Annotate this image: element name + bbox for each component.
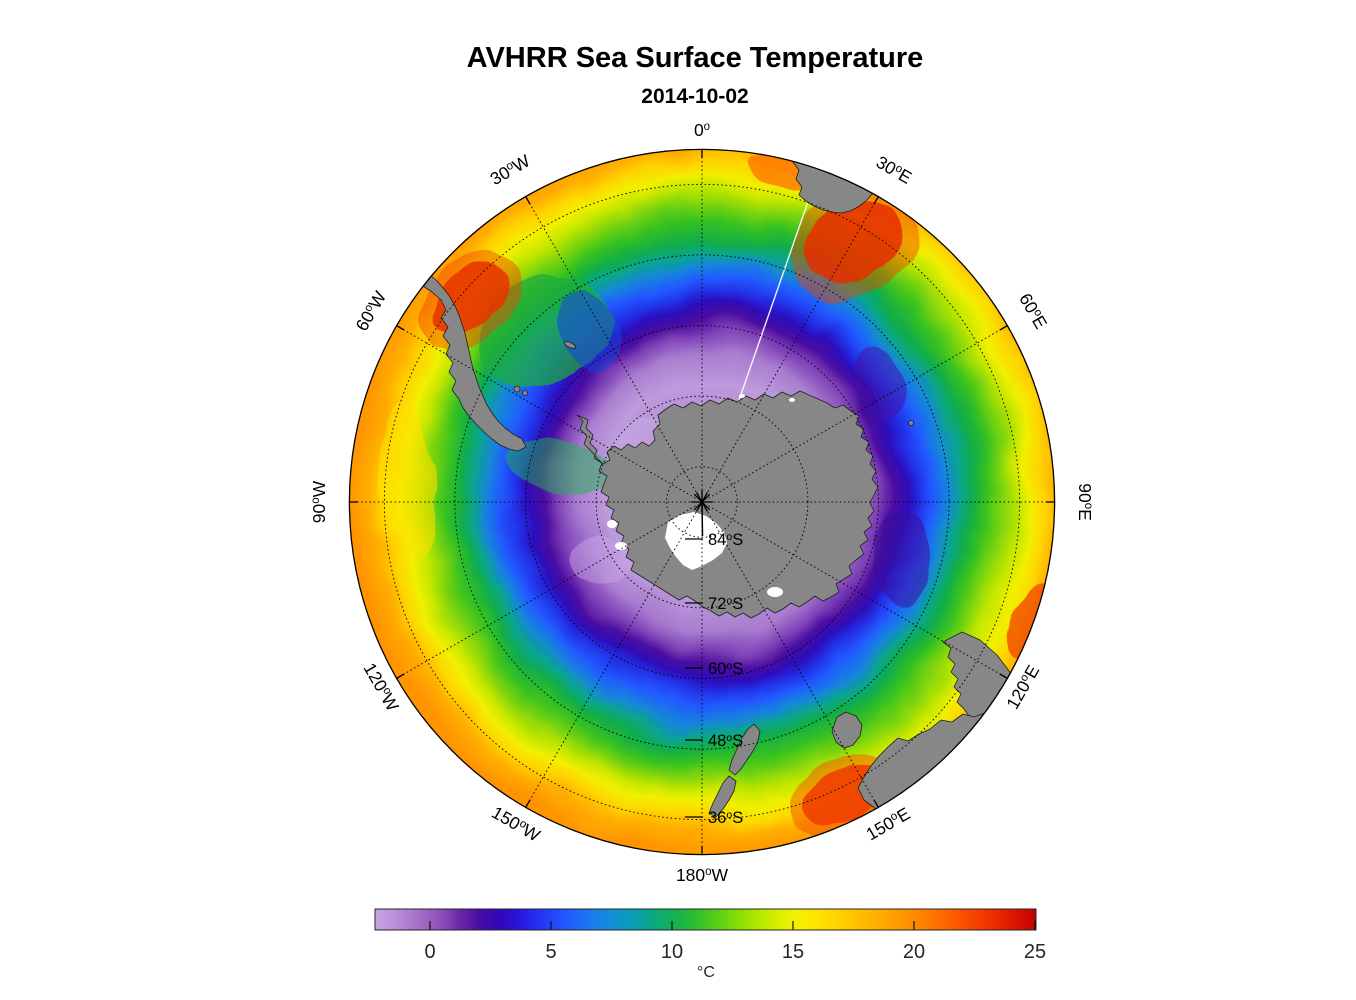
- figure-title: AVHRR Sea Surface Temperature: [467, 42, 924, 74]
- south-georgia-island: [564, 341, 576, 349]
- ross-ice-shelf: [665, 512, 727, 570]
- coastal-ice-patch: [739, 394, 745, 398]
- lon-label-90E: 90oE: [1075, 483, 1095, 521]
- lon-label-0: 0o: [694, 120, 710, 140]
- latitude-labels: 84oS 72oS 60oS 48oS 36oS: [685, 531, 743, 827]
- lat-label-60S: 60oS: [708, 660, 743, 678]
- lat-label-84S: 84oS: [708, 531, 743, 549]
- colorbar-tick-label-20: 20: [903, 941, 925, 963]
- colorbar-tick-label-15: 15: [782, 941, 804, 963]
- coastal-ice-patch: [789, 398, 795, 402]
- south-america-landmass: [402, 260, 527, 452]
- colorbar-gradient-bar: [374, 908, 1037, 931]
- longitude-labels: 0o 30oE 60oE 90oE 120oE 150oE 180oW 150o…: [309, 120, 1095, 885]
- falkland-islands: [522, 390, 528, 396]
- figure-subtitle: 2014-10-02: [641, 85, 748, 108]
- colorbar: 0 5 10 15 20 25 °C: [374, 908, 1046, 981]
- rim-ticks: [349, 149, 1055, 855]
- colorbar-unit-label: °C: [697, 964, 715, 981]
- lon-label-60W: 60oW: [352, 287, 391, 334]
- pole-marker: [691, 490, 713, 537]
- lon-label-180W: 180oW: [676, 865, 729, 885]
- coastal-ice-patch: [607, 520, 617, 528]
- colorbar-tick-label-5: 5: [545, 941, 556, 963]
- graticule: [348, 148, 1056, 856]
- colorbar-tick-label-10: 10: [661, 941, 683, 963]
- colorbar-tick-label-0: 0: [424, 941, 435, 963]
- lat-label-36S: 36oS: [708, 809, 743, 827]
- new-zealand-south-island: [728, 723, 761, 776]
- falkland-islands: [513, 385, 521, 393]
- lon-label-90W: 90oW: [309, 480, 329, 523]
- lat-label-48S: 48oS: [708, 732, 743, 750]
- new-zealand-north-island: [708, 775, 737, 818]
- lat-label-72S: 72oS: [708, 595, 743, 613]
- tasmania-island: [831, 711, 863, 749]
- kerguelen-island: [908, 420, 914, 426]
- coastal-ice-patch: [767, 587, 783, 597]
- colorbar-ticks: [429, 921, 1036, 930]
- lon-label-60E: 60oE: [1015, 290, 1051, 333]
- lon-label-30W: 30oW: [487, 150, 534, 189]
- lon-label-30E: 30oE: [873, 152, 916, 188]
- coastal-ice-patch: [615, 542, 627, 550]
- colorbar-tick-label-25: 25: [1024, 941, 1046, 963]
